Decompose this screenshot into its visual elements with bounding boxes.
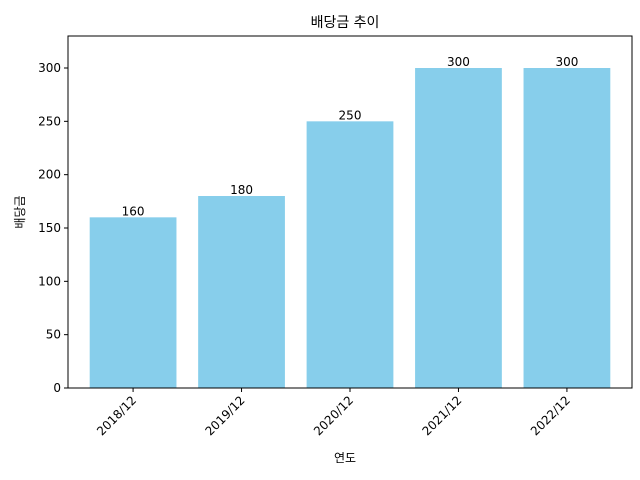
y-axis-ticks: 0 50 100 150 200 250 300 — [38, 61, 68, 395]
data-label-2020-12: 250 — [339, 108, 362, 122]
bar-2018-12 — [89, 217, 177, 388]
data-label-2022-12: 300 — [555, 55, 578, 69]
data-label-2018-12: 160 — [122, 204, 145, 218]
bar-2022-12 — [523, 68, 611, 388]
y-tick-label: 150 — [38, 221, 61, 235]
y-tick-label: 100 — [38, 274, 61, 288]
data-label-2021-12: 300 — [447, 55, 470, 69]
bar-2019-12 — [198, 196, 285, 388]
x-tick-label: 2020/12 — [311, 393, 356, 438]
x-axis-label: 연도 — [334, 451, 356, 465]
y-tick-label: 250 — [38, 114, 61, 128]
y-axis-label: 배당금 — [13, 195, 27, 228]
x-tick-label: 2019/12 — [203, 393, 248, 438]
chart-title: 배당금 추이 — [311, 15, 380, 31]
y-tick-label: 200 — [38, 168, 61, 182]
x-tick-label: 2018/12 — [94, 393, 139, 438]
bar-2021-12 — [415, 68, 502, 388]
bar-2020-12 — [306, 121, 394, 388]
y-tick-label: 50 — [46, 328, 61, 342]
data-labels-group: 160 180 250 300 300 — [122, 55, 579, 218]
x-axis-ticks: 2018/12 2019/12 2020/12 2021/12 2022/12 — [94, 388, 573, 438]
x-tick-label: 2021/12 — [419, 393, 464, 438]
data-label-2019-12: 180 — [230, 183, 253, 197]
y-tick-label: 0 — [53, 381, 61, 395]
y-tick-label: 300 — [38, 61, 61, 75]
x-tick-label: 2022/12 — [528, 393, 573, 438]
bars-group — [89, 68, 611, 388]
